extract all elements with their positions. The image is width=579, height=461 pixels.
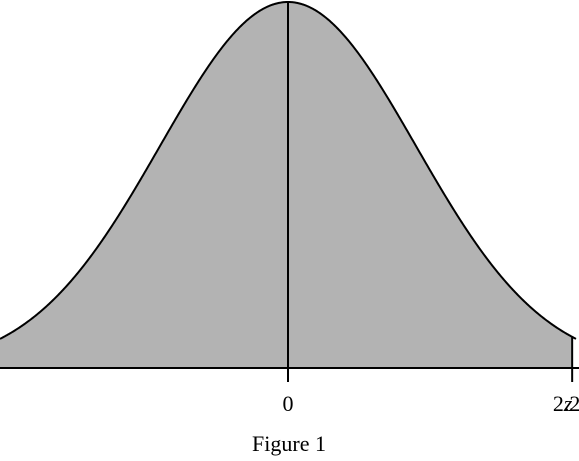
axis-variable-label: z: [563, 391, 573, 416]
normal-curve: [0, 0, 577, 340]
figure-caption: Figure 1: [252, 431, 326, 456]
tick-label-cutoff: 2.22: [552, 391, 579, 416]
tick-label-zero: 0: [282, 391, 294, 416]
shaded-area: [0, 2, 573, 368]
